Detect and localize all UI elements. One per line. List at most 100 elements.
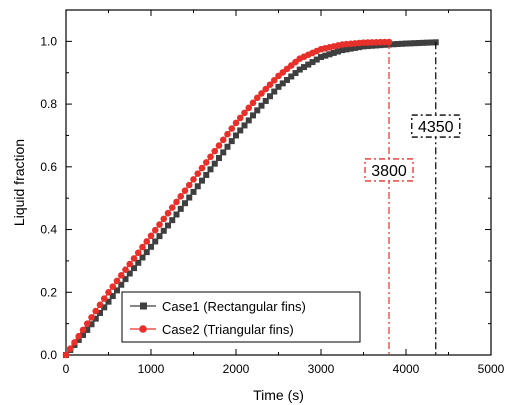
data-point: [164, 209, 172, 217]
data-point: [394, 41, 401, 48]
data-point: [105, 298, 112, 305]
data-point: [335, 48, 341, 55]
data-point: [347, 45, 354, 52]
data-point: [198, 164, 206, 172]
data-point: [168, 204, 176, 211]
y-tick-label: 0.8: [40, 97, 57, 111]
legend-label: Case1 (Rectangular fins): [162, 299, 306, 314]
data-point: [322, 52, 329, 59]
data-point: [301, 64, 307, 71]
data-point: [173, 198, 180, 206]
data-point: [173, 211, 180, 218]
annotation-layer: 3800 4350: [364, 41, 461, 355]
data-point: [84, 326, 91, 333]
series-layer: [62, 38, 439, 359]
data-point: [62, 351, 70, 359]
y-tick-label: 0.0: [40, 348, 57, 362]
y-tick-label: 0.2: [40, 285, 57, 299]
data-point: [228, 138, 235, 145]
data-point: [215, 142, 223, 149]
data-point: [207, 166, 214, 173]
data-point: [169, 217, 176, 224]
data-point: [245, 117, 252, 124]
data-point: [185, 181, 193, 189]
data-point: [343, 46, 350, 53]
data-point: [117, 272, 125, 279]
data-point: [330, 49, 337, 56]
data-point: [245, 104, 253, 112]
y-tick-label: 0.4: [40, 223, 57, 237]
data-point: [360, 43, 367, 50]
data-point: [100, 295, 108, 302]
data-point: [237, 127, 244, 134]
data-point: [415, 40, 422, 47]
data-point: [190, 188, 197, 195]
data-point: [249, 99, 257, 107]
data-point: [152, 238, 159, 245]
annotation-4350: 4350: [411, 114, 461, 138]
data-point: [186, 194, 193, 201]
data-point: [165, 222, 171, 229]
data-point: [250, 112, 256, 119]
data-point: [97, 309, 103, 316]
data-point: [122, 276, 129, 283]
data-point: [126, 260, 134, 268]
data-point: [147, 232, 155, 240]
data-point: [199, 177, 205, 184]
data-point: [96, 301, 104, 309]
data-point: [420, 39, 426, 46]
x-axis-title: Time (s): [253, 387, 304, 403]
legend-marker: [140, 302, 147, 310]
legend-box: [121, 291, 361, 343]
annotation-box: [411, 114, 461, 138]
legend-entry-2: Case2 (Triangular fins): [130, 322, 294, 337]
legend: Case1 (Rectangular fins) Case2 (Triangula…: [121, 291, 361, 343]
data-point: [194, 170, 202, 178]
data-point: [143, 238, 151, 245]
data-point: [130, 255, 138, 262]
data-point: [262, 97, 269, 104]
data-point: [369, 42, 375, 49]
data-point: [398, 40, 405, 47]
data-point: [177, 193, 185, 200]
data-point: [88, 321, 95, 328]
data-point: [305, 61, 312, 68]
data-point: [151, 226, 159, 234]
data-point: [122, 266, 129, 273]
y-tick-label: 1.0: [40, 34, 57, 48]
data-point: [156, 233, 163, 240]
data-point: [233, 132, 239, 139]
data-point: [134, 249, 142, 257]
data-point: [126, 270, 133, 277]
data-point: [262, 85, 270, 93]
data-point: [139, 243, 146, 251]
data-point: [271, 88, 278, 95]
data-point: [407, 40, 414, 47]
data-point: [284, 76, 290, 83]
x-tick-label: 2000: [223, 362, 250, 376]
x-tick-label: 5000: [478, 362, 505, 376]
data-point: [113, 277, 121, 285]
data-point: [131, 265, 137, 272]
series-1: [63, 39, 439, 358]
data-point: [275, 83, 282, 90]
data-point: [390, 41, 397, 48]
data-point: [216, 155, 222, 162]
data-point: [114, 287, 120, 294]
legend-label: Case2 (Triangular fins): [162, 322, 294, 337]
data-point: [279, 80, 286, 87]
data-point: [428, 39, 435, 46]
data-point: [148, 243, 154, 250]
data-point: [207, 153, 214, 161]
annotation-label: 3800: [371, 163, 407, 180]
data-point: [232, 119, 240, 127]
data-point: [352, 44, 358, 51]
data-point: [292, 70, 299, 77]
data-point: [224, 143, 231, 150]
annotation-3800: 3800: [364, 158, 414, 182]
data-point: [181, 187, 189, 194]
data-point: [71, 339, 78, 346]
data-point: [79, 326, 87, 334]
data-point: [211, 147, 219, 155]
